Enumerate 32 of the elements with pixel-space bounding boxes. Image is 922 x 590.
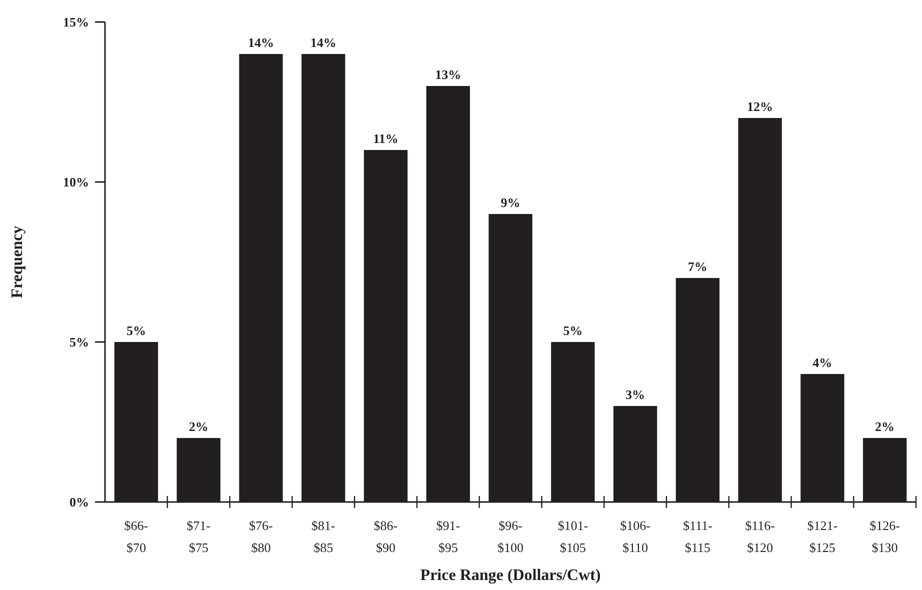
data-label: 2% [875,419,895,434]
x-tick-label: $121-$125 [807,518,838,555]
data-label: 14% [248,35,274,50]
y-axis-title: Frequency [9,226,26,298]
x-tick-label: $116-$120 [745,518,775,555]
x-tick-label: $106-$110 [620,518,650,555]
x-tick-label: $91-$95 [436,518,460,555]
x-axis-title: Price Range (Dollars/Cwt) [420,567,601,584]
data-label: 5% [563,323,583,338]
x-tick-label: $96-$100 [498,518,524,555]
data-label: 3% [626,387,646,402]
x-tick-label: $126-$130 [870,518,900,555]
data-label: 12% [747,99,774,114]
x-tick-label: $86-$90 [374,518,398,555]
y-tick-label: 5% [70,334,89,350]
y-tick-label: 15% [63,14,89,30]
data-label: 11% [373,131,398,146]
x-tick-label: $71-$75 [186,518,210,555]
x-tick-label: $81-$85 [311,518,336,555]
x-tick-label: $76-$80 [249,518,273,555]
data-label: 4% [812,355,832,370]
data-label: 2% [188,419,208,434]
y-tick-label: 0% [70,494,89,510]
x-tick-label: $66-$70 [124,518,148,555]
y-tick-label: 10% [63,174,89,190]
x-tick-label: $111-$115 [682,518,712,555]
data-label: 13% [435,67,462,82]
data-label: 14% [310,35,336,50]
data-label: 5% [126,323,146,338]
x-tick-label: $101-$105 [558,518,588,555]
data-label: 7% [688,259,708,274]
data-label: 9% [500,195,520,210]
